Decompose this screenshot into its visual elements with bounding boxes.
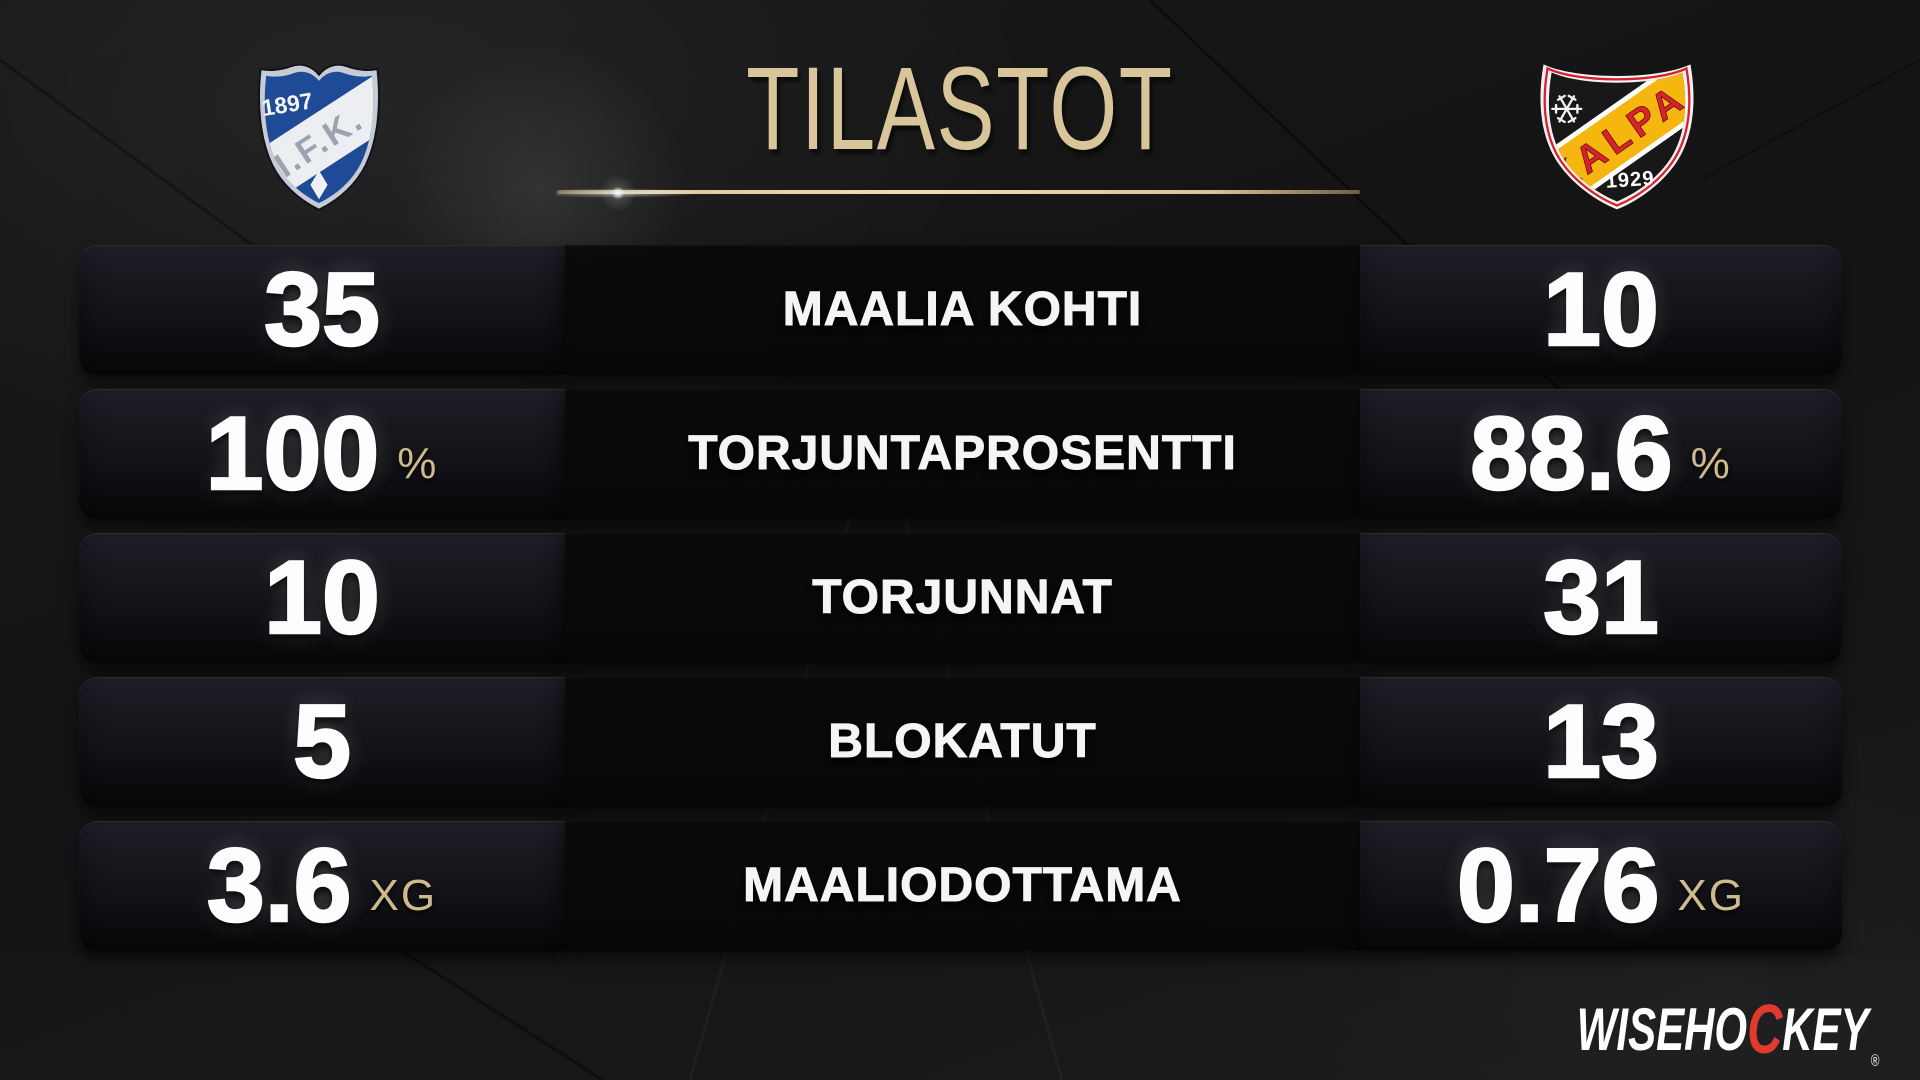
- away-value: 13: [1542, 684, 1660, 800]
- home-value-cell: 35: [79, 245, 565, 375]
- stat-label-cell: TORJUNTAPROSENTTI: [565, 389, 1360, 519]
- kalpa-shield-pinstripe: [1543, 66, 1691, 207]
- away-unit: XG: [1677, 871, 1745, 920]
- kalpa-logo: KALPA 1929: [1540, 64, 1694, 210]
- stat-label: TORJUNTAPROSENTTI: [688, 427, 1237, 480]
- stats-table: 35 MAALIA KOHTI 10 100 % TORJUNTAPROSENT…: [79, 245, 1842, 965]
- title-underline: [558, 190, 1360, 194]
- stat-label-cell: BLOKATUT: [565, 677, 1360, 807]
- away-value-cell: 13: [1360, 677, 1842, 807]
- kalpa-year: 1929: [1605, 168, 1655, 193]
- away-value-cell: 10: [1360, 245, 1842, 375]
- page-title-text: TILASTOT: [746, 43, 1174, 175]
- stat-row: 35 MAALIA KOHTI 10: [79, 245, 1842, 375]
- stat-label-cell: TORJUNNAT: [565, 533, 1360, 663]
- stat-label: MAALIA KOHTI: [782, 283, 1143, 336]
- home-value: 5: [292, 684, 352, 800]
- brand-suffix: KEY: [1782, 996, 1870, 1063]
- kalpa-snowflake-icon: [1551, 94, 1583, 124]
- stat-row: 100 % TORJUNTAPROSENTTI 88.6 %: [79, 389, 1842, 519]
- brand-prefix: WISEHO: [1577, 996, 1748, 1063]
- brand-accent-letter: C: [1747, 990, 1783, 1068]
- home-unit: XG: [369, 871, 438, 920]
- away-value-cell: 0.76 XG: [1360, 821, 1842, 951]
- hifk-logo: I.F.K. 1897: [258, 63, 380, 211]
- home-unit: %: [397, 439, 439, 488]
- stat-row: 5 BLOKATUT 13: [79, 677, 1842, 807]
- registered-trademark-symbol: ®: [1871, 1051, 1880, 1070]
- away-unit: %: [1690, 439, 1732, 488]
- home-value-cell: 5: [79, 677, 565, 807]
- home-value: 35: [263, 252, 381, 368]
- away-value: 10: [1542, 252, 1660, 368]
- home-value-cell: 10: [79, 533, 565, 663]
- page-title: TILASTOT: [0, 43, 1920, 175]
- stat-label-cell: MAALIA KOHTI: [565, 245, 1360, 375]
- home-value: 100: [204, 396, 380, 512]
- stat-row: 3.6 XG MAALIODOTTAMA 0.76 XG: [79, 821, 1842, 951]
- away-value: 0.76: [1456, 828, 1661, 944]
- stat-label-cell: MAALIODOTTAMA: [565, 821, 1360, 951]
- stat-row: 10 TORJUNNAT 31: [79, 533, 1842, 663]
- home-value: 10: [263, 540, 381, 656]
- away-value-cell: 31: [1360, 533, 1842, 663]
- home-value: 3.6: [206, 828, 353, 944]
- hifk-diamond: [310, 170, 328, 200]
- stat-label: MAALIODOTTAMA: [743, 859, 1182, 912]
- away-value: 88.6: [1469, 396, 1674, 512]
- stat-label: TORJUNNAT: [812, 571, 1113, 624]
- wisehockey-logo: WISEHOCKEY ®: [1577, 990, 1880, 1069]
- stat-label: BLOKATUT: [828, 715, 1097, 768]
- away-value-cell: 88.6 %: [1360, 389, 1842, 519]
- home-value-cell: 3.6 XG: [79, 821, 565, 951]
- home-value-cell: 100 %: [79, 389, 565, 519]
- away-value: 31: [1542, 540, 1660, 656]
